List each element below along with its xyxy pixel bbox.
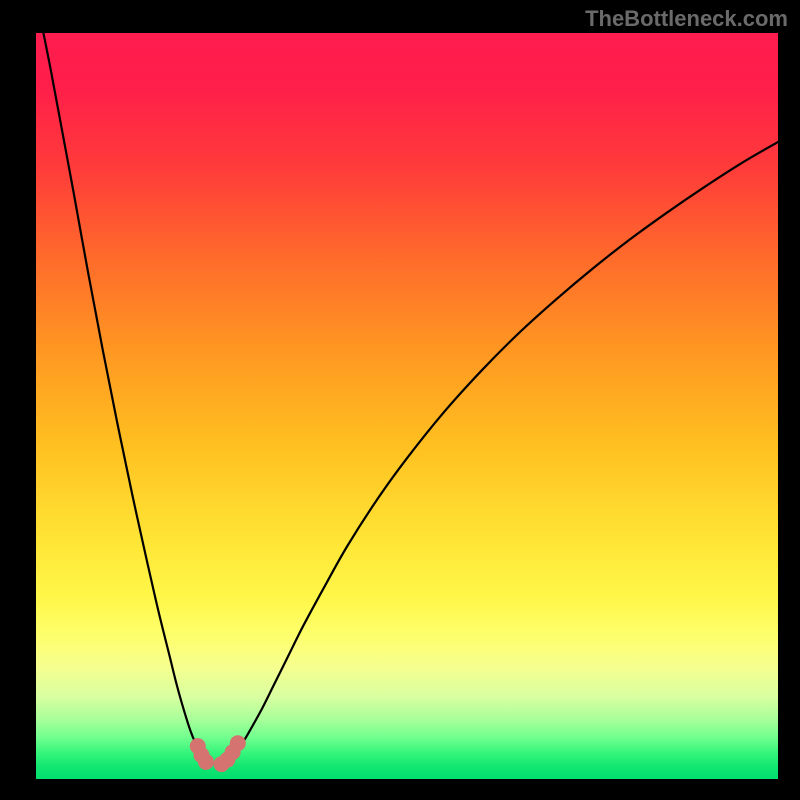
bottleneck-chart [0, 0, 800, 800]
chart-container: TheBottleneck.com [0, 0, 800, 800]
optimal-marker [230, 735, 246, 751]
gradient-background [36, 33, 778, 779]
optimal-marker [198, 754, 214, 770]
watermark-text: TheBottleneck.com [585, 6, 788, 32]
